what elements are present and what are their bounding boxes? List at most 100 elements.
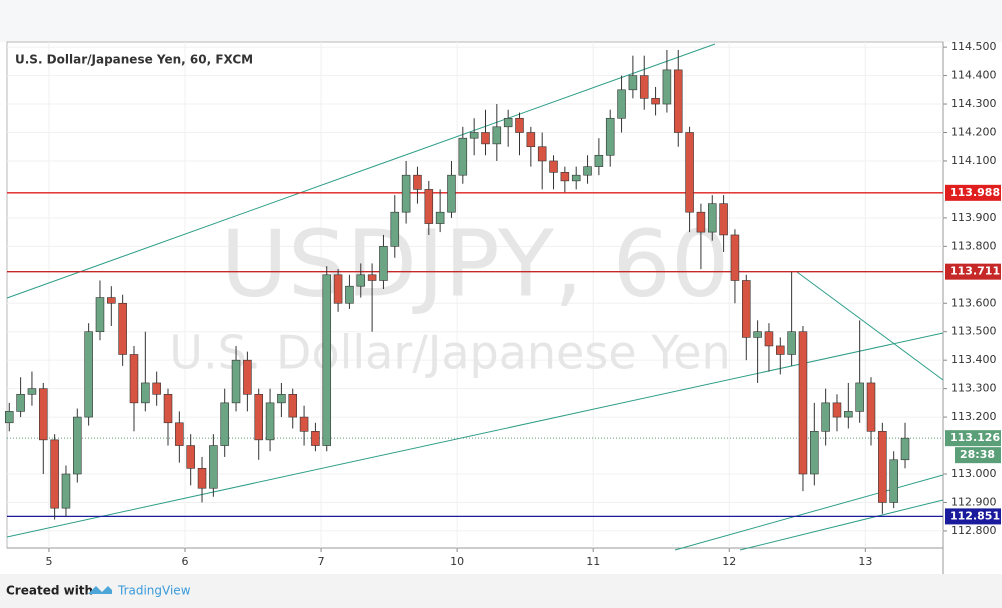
candle-body bbox=[889, 459, 898, 503]
candle-body bbox=[537, 146, 547, 162]
candle-body bbox=[651, 98, 660, 105]
trend-line bbox=[674, 474, 944, 551]
level-label: 112.851 bbox=[950, 509, 1000, 522]
trend-line bbox=[6, 332, 944, 538]
footer-bar bbox=[0, 574, 1002, 608]
candle-body bbox=[776, 345, 785, 355]
candle-body bbox=[209, 445, 218, 489]
y-tick-label: 113.900 bbox=[951, 211, 997, 224]
candle-body bbox=[878, 431, 887, 503]
candle-body bbox=[141, 382, 150, 404]
y-tick-label: 113.500 bbox=[951, 325, 997, 338]
y-tick-label: 113.200 bbox=[951, 410, 997, 423]
trend-line bbox=[739, 499, 944, 551]
y-tick-label: 113.000 bbox=[951, 467, 997, 480]
countdown-box bbox=[955, 447, 1001, 464]
candle-body bbox=[163, 394, 173, 424]
x-tick-label: 5 bbox=[45, 555, 52, 568]
grid bbox=[7, 42, 943, 548]
candle-body bbox=[61, 473, 71, 509]
candle-body bbox=[696, 211, 706, 233]
y-tick-label: 113.600 bbox=[951, 296, 997, 309]
candle-body bbox=[549, 160, 558, 173]
candle-body bbox=[231, 359, 241, 404]
last-price-label: 113.126 bbox=[950, 431, 1000, 444]
brand-logo bbox=[88, 586, 112, 594]
candle-body bbox=[673, 69, 683, 133]
candle-body bbox=[810, 431, 819, 475]
candle-body bbox=[855, 382, 864, 412]
candle-body bbox=[333, 274, 343, 304]
candle-body bbox=[186, 445, 195, 469]
created-with: Created with bbox=[6, 584, 93, 598]
candle-body bbox=[844, 411, 853, 418]
candle-body bbox=[424, 189, 434, 224]
candle-body bbox=[175, 422, 184, 446]
candle-body bbox=[345, 285, 354, 304]
x-tick-label: 6 bbox=[182, 555, 189, 568]
y-tick-label: 114.200 bbox=[951, 125, 997, 138]
candle-body bbox=[118, 302, 127, 355]
y-tick-label: 114.500 bbox=[951, 40, 997, 53]
candle-body bbox=[311, 431, 320, 446]
candle-body bbox=[84, 331, 93, 418]
candle-body bbox=[730, 234, 740, 281]
candle-body bbox=[95, 297, 105, 333]
level-label: 113.988 bbox=[950, 186, 1000, 199]
candle-body bbox=[367, 274, 377, 281]
level-box bbox=[945, 508, 1001, 525]
candle-body bbox=[379, 246, 388, 281]
candles bbox=[4, 49, 910, 520]
candle-body bbox=[787, 331, 796, 355]
candle-body bbox=[401, 174, 411, 213]
candle-body bbox=[50, 439, 59, 509]
candle-body bbox=[152, 382, 161, 395]
brand: TradingView bbox=[117, 584, 191, 598]
countdown: 28:38 bbox=[960, 448, 995, 461]
candle-body bbox=[764, 331, 774, 347]
candle-body bbox=[639, 75, 649, 99]
candle-body bbox=[277, 394, 286, 404]
candle-body bbox=[254, 394, 263, 441]
candle-body bbox=[299, 416, 309, 432]
candle-body bbox=[798, 331, 808, 475]
candle-body bbox=[447, 174, 456, 213]
chart-title: U.S. Dollar/Japanese Yen, 60, FXCM bbox=[15, 53, 253, 67]
watermark: USDJPY, 60 bbox=[221, 210, 730, 317]
x-tick-label: 12 bbox=[722, 555, 736, 568]
candle-body bbox=[356, 274, 366, 287]
candle-body bbox=[39, 388, 48, 441]
x-tick-label: 13 bbox=[858, 555, 872, 568]
candle-body bbox=[16, 394, 25, 412]
candle-body bbox=[481, 132, 490, 145]
candle-body bbox=[866, 382, 876, 432]
candle-body bbox=[288, 394, 298, 418]
candle-body bbox=[197, 468, 207, 489]
candle-body bbox=[73, 416, 82, 475]
candle-body bbox=[526, 132, 536, 148]
y-tick-label: 113.300 bbox=[951, 382, 997, 395]
level-box bbox=[945, 184, 1001, 201]
candle-body bbox=[605, 117, 615, 156]
candle-body bbox=[583, 166, 592, 176]
candle-body bbox=[900, 437, 910, 461]
candle-body bbox=[107, 297, 116, 304]
candle-body bbox=[492, 126, 502, 145]
candle-body bbox=[413, 174, 422, 190]
levels bbox=[7, 192, 943, 518]
candle-body bbox=[469, 132, 479, 139]
candle-body bbox=[628, 75, 638, 91]
x-tick-label: 11 bbox=[586, 555, 600, 568]
y-tick-label: 113.800 bbox=[951, 239, 997, 252]
y-tick-label: 114.300 bbox=[951, 97, 997, 110]
candle-body bbox=[265, 402, 275, 441]
y-tick-label: 113.400 bbox=[951, 353, 997, 366]
trend-lines bbox=[6, 43, 944, 551]
plot-area bbox=[6, 41, 944, 549]
candle-body bbox=[662, 69, 672, 105]
candle-body bbox=[27, 388, 37, 395]
watermark-subtitle: U.S. Dollar/Japanese Yen bbox=[169, 326, 730, 380]
candle-body bbox=[685, 132, 694, 213]
y-tick-label: 114.100 bbox=[951, 154, 997, 167]
